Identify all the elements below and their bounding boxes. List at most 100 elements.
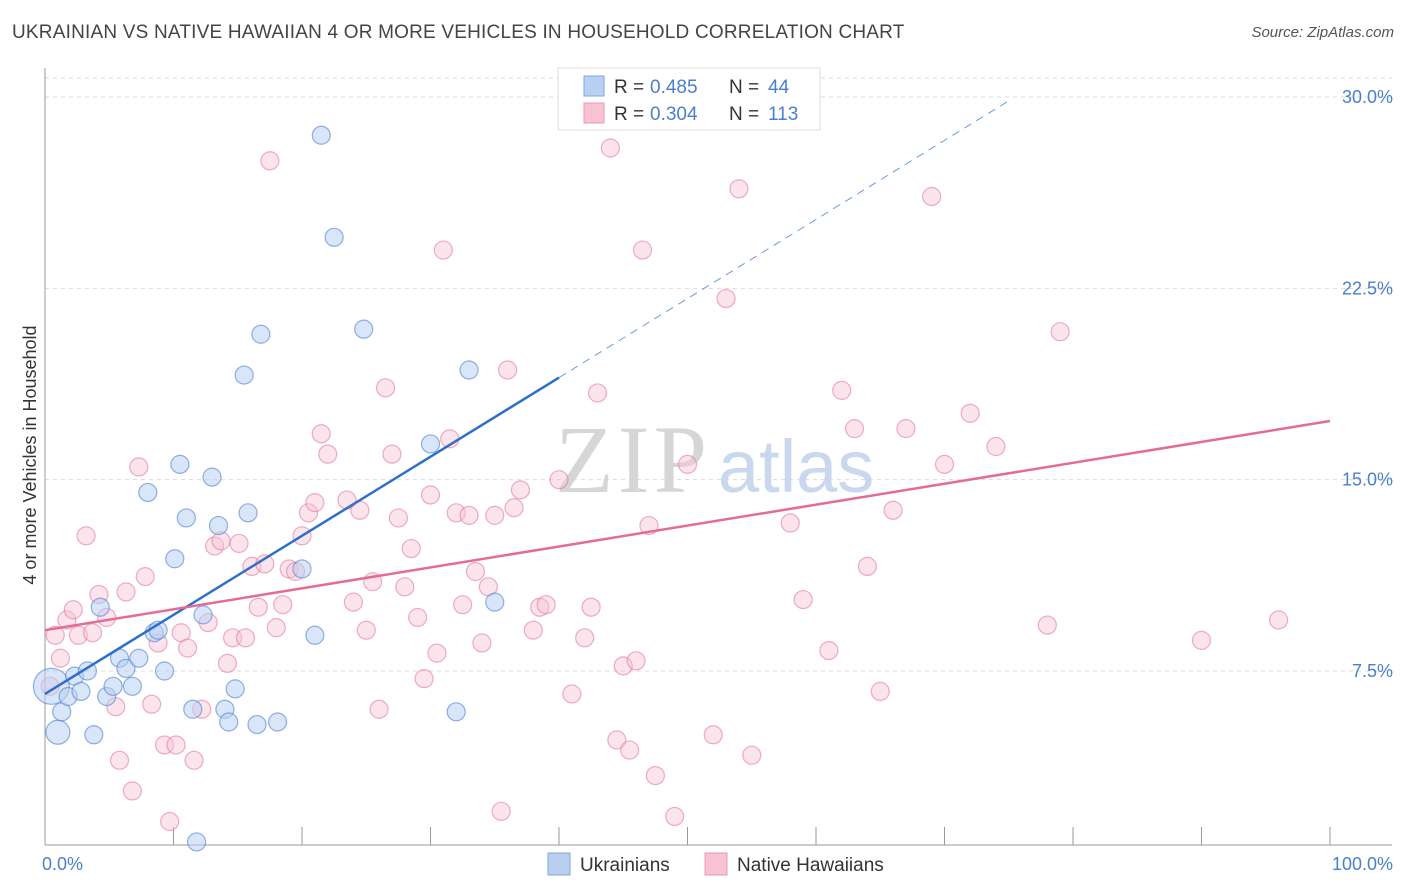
data-point-native-hawaiians	[510, 480, 531, 500]
data-point-native-hawaiians	[632, 240, 653, 260]
data-point-native-hawaiians	[401, 538, 421, 559]
data-point-native-hawaiians	[498, 360, 518, 380]
data-point-ukrainians	[187, 832, 207, 852]
data-point-native-hawaiians	[57, 610, 77, 630]
legend-r-value-native-hawaiians: 0.304	[650, 104, 698, 125]
data-point-ukrainians	[183, 699, 203, 719]
data-point-ukrainians	[170, 454, 190, 474]
data-point-ukrainians	[305, 625, 325, 645]
data-point-native-hawaiians	[896, 419, 916, 439]
data-point-native-hawaiians	[934, 454, 955, 474]
data-point-native-hawaiians	[620, 740, 640, 760]
data-point-native-hawaiians	[395, 577, 415, 597]
data-point-native-hawaiians	[343, 592, 363, 612]
data-point-ukrainians	[165, 549, 185, 569]
y-tick-label: 7.5%	[1352, 661, 1393, 681]
data-point-native-hawaiians	[178, 638, 198, 658]
data-point-ukrainians	[420, 434, 441, 454]
data-point-ukrainians	[324, 227, 344, 247]
data-point-native-hawaiians	[129, 457, 149, 477]
legend-n-value-ukrainians: 44	[768, 77, 790, 98]
series-ukrainians	[32, 125, 505, 852]
data-point-ukrainians	[202, 467, 222, 487]
data-point-native-hawaiians	[382, 444, 402, 464]
y-tick-label: 30.0%	[1342, 87, 1393, 107]
data-point-native-hawaiians	[109, 750, 130, 770]
data-point-native-hawaiians	[50, 648, 71, 668]
stats-legend: R = 0.485 N = 44 R = 0.304 N = 113	[557, 67, 821, 131]
data-point-native-hawaiians	[844, 419, 865, 439]
data-point-native-hawaiians	[465, 561, 486, 582]
data-point-native-hawaiians	[375, 378, 396, 398]
data-point-native-hawaiians	[742, 745, 762, 765]
bottom-legend-swatch-ukrainians	[547, 852, 571, 876]
data-point-native-hawaiians	[504, 498, 524, 518]
data-point-native-hawaiians	[986, 436, 1006, 457]
trend-line-ukrainians	[44, 376, 560, 696]
data-point-ukrainians	[251, 324, 271, 344]
legend-n-value-native-hawaiians: 113	[768, 104, 798, 125]
legend-r-label-ukrainians: R =	[614, 77, 644, 98]
trend-lines	[44, 100, 1331, 696]
data-point-native-hawaiians	[922, 186, 942, 207]
data-point-ukrainians	[225, 679, 245, 699]
data-point-native-hawaiians	[82, 623, 103, 643]
data-point-ukrainians	[459, 360, 479, 380]
data-point-native-hawaiians	[235, 628, 256, 648]
data-point-native-hawaiians	[600, 138, 621, 158]
data-point-native-hawaiians	[607, 730, 627, 750]
data-point-native-hawaiians	[703, 725, 723, 745]
data-point-native-hawaiians	[645, 765, 665, 786]
data-point-native-hawaiians	[613, 656, 633, 676]
data-point-native-hawaiians	[318, 444, 338, 464]
data-point-ukrainians	[446, 702, 466, 722]
data-point-native-hawaiians	[433, 240, 453, 260]
data-point-native-hawaiians	[273, 595, 293, 615]
data-point-native-hawaiians	[408, 607, 428, 628]
data-point-ukrainians	[219, 712, 239, 732]
data-point-native-hawaiians	[76, 526, 96, 546]
data-point-native-hawaiians	[716, 288, 736, 309]
data-point-ukrainians	[176, 508, 196, 528]
trend-line-native-hawaiians	[44, 419, 1331, 632]
data-point-ukrainians	[238, 503, 258, 523]
data-point-native-hawaiians	[45, 625, 65, 645]
legend-r-value-ukrainians: 0.485	[650, 77, 698, 98]
data-point-native-hawaiians	[780, 513, 800, 533]
bottom-legend-ukrainians: Ukrainians	[580, 855, 670, 876]
x-tick-label-min: 0.0%	[42, 854, 83, 874]
data-point-native-hawaiians	[729, 179, 749, 199]
watermark-atlas: atlas	[718, 425, 874, 508]
legend-swatch-ukrainians	[583, 75, 605, 97]
trend-extension-ukrainians	[558, 100, 1010, 379]
data-point-native-hawaiians	[205, 536, 225, 556]
data-point-native-hawaiians	[427, 643, 447, 663]
bottom-legend-swatch-native-hawaiians	[704, 852, 728, 876]
data-point-ukrainians	[354, 319, 374, 339]
data-point-ukrainians	[138, 482, 158, 503]
data-point-native-hawaiians	[587, 383, 608, 403]
data-point-ukrainians	[311, 125, 331, 145]
data-point-native-hawaiians	[472, 633, 492, 653]
x-tick-label-max: 100.0%	[1332, 854, 1393, 874]
data-point-native-hawaiians	[459, 505, 479, 525]
data-point-ukrainians	[208, 515, 229, 536]
data-point-ukrainians	[71, 681, 91, 702]
tick-labels: 7.5% 15.0% 22.5% 30.0% 0.0% 100.0%	[42, 87, 1393, 874]
legend-n-label-native-hawaiians: N =	[729, 104, 759, 125]
data-point-ukrainians	[45, 719, 71, 745]
data-point-ukrainians	[193, 605, 213, 625]
data-point-native-hawaiians	[581, 597, 601, 617]
data-point-native-hawaiians	[857, 556, 878, 577]
data-point-ukrainians	[267, 712, 288, 732]
data-point-native-hawaiians	[677, 454, 698, 474]
data-point-native-hawaiians	[819, 640, 839, 661]
y-tick-label: 22.5%	[1342, 278, 1393, 298]
data-point-native-hawaiians	[1037, 615, 1057, 635]
data-point-native-hawaiians	[388, 508, 408, 528]
data-point-native-hawaiians	[63, 600, 83, 620]
chart-title: UKRAINIAN VS NATIVE HAWAIIAN 4 OR MORE V…	[12, 22, 905, 43]
series-native-hawaiians	[40, 100, 1289, 832]
data-point-native-hawaiians	[626, 651, 646, 671]
data-point-ukrainians	[84, 725, 104, 745]
